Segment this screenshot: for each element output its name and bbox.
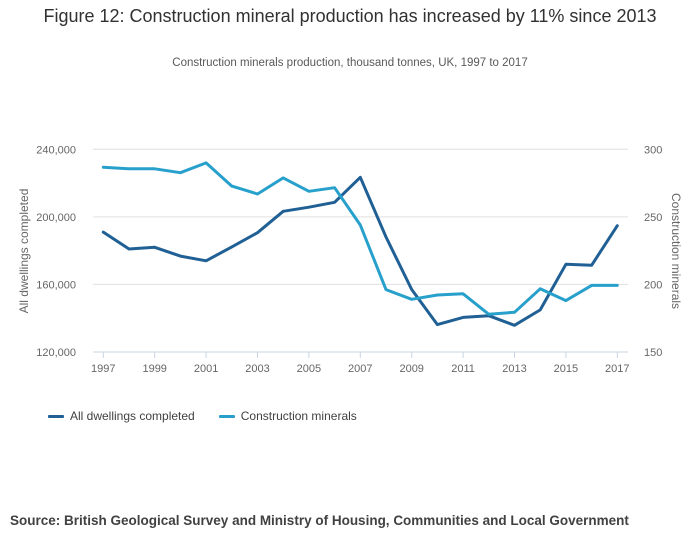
series-line-dwellings [101,175,619,327]
x-tick-label: 2015 [554,363,578,375]
y-axis-left: 120,000 160,000 200,000 240,000 [36,144,76,359]
x-tick-label: 2017 [605,363,629,375]
y-right-tick-label: 250 [644,212,662,224]
gridlines [93,148,628,285]
legend-swatch-minerals [218,414,235,418]
y-axis-right: 150 200 250 300 [644,144,662,359]
legend: All dwellings completed Construction min… [48,409,381,423]
legend-item-dwellings[interactable]: All dwellings completed [48,409,195,423]
y-axis-right-title: Construction minerals [669,193,683,309]
x-tick-label: 2009 [399,363,423,375]
x-tick-label: 2007 [348,363,372,375]
legend-label: Construction minerals [240,409,357,423]
x-tick-label: 2013 [502,363,526,375]
series-lines [101,161,619,327]
y-right-tick-label: 300 [644,144,662,156]
x-axis: 1997 1999 2001 2003 2005 2007 2009 2011 2013 2015… [91,351,630,375]
y-right-tick-label: 200 [644,279,662,291]
x-tick-label: 2011 [451,363,475,375]
source-note: Source: British Geological Survey and Mi… [10,513,629,528]
y-left-tick-label: 240,000 [36,144,76,156]
y-axis-left-title: All dwellings completed [17,189,31,314]
y-left-tick-label: 120,000 [36,347,76,359]
series-line-minerals [101,161,619,316]
y-left-tick-label: 200,000 [36,212,76,224]
x-tick-label: 2001 [194,363,218,375]
legend-item-minerals[interactable]: Construction minerals [218,409,357,423]
x-tick-label: 1999 [142,363,166,375]
x-tick-label: 2003 [245,363,269,375]
x-tick-label: 2005 [297,363,321,375]
legend-label: All dwellings completed [70,409,195,423]
chart-subtitle: Construction minerals production, thousa… [172,57,528,69]
chart-title: Figure 12: Construction mineral producti… [43,6,657,26]
y-left-tick-label: 160,000 [36,279,76,291]
x-tick-label: 1997 [91,363,115,375]
y-right-tick-label: 150 [644,347,662,359]
legend-swatch-dwellings [48,414,64,418]
